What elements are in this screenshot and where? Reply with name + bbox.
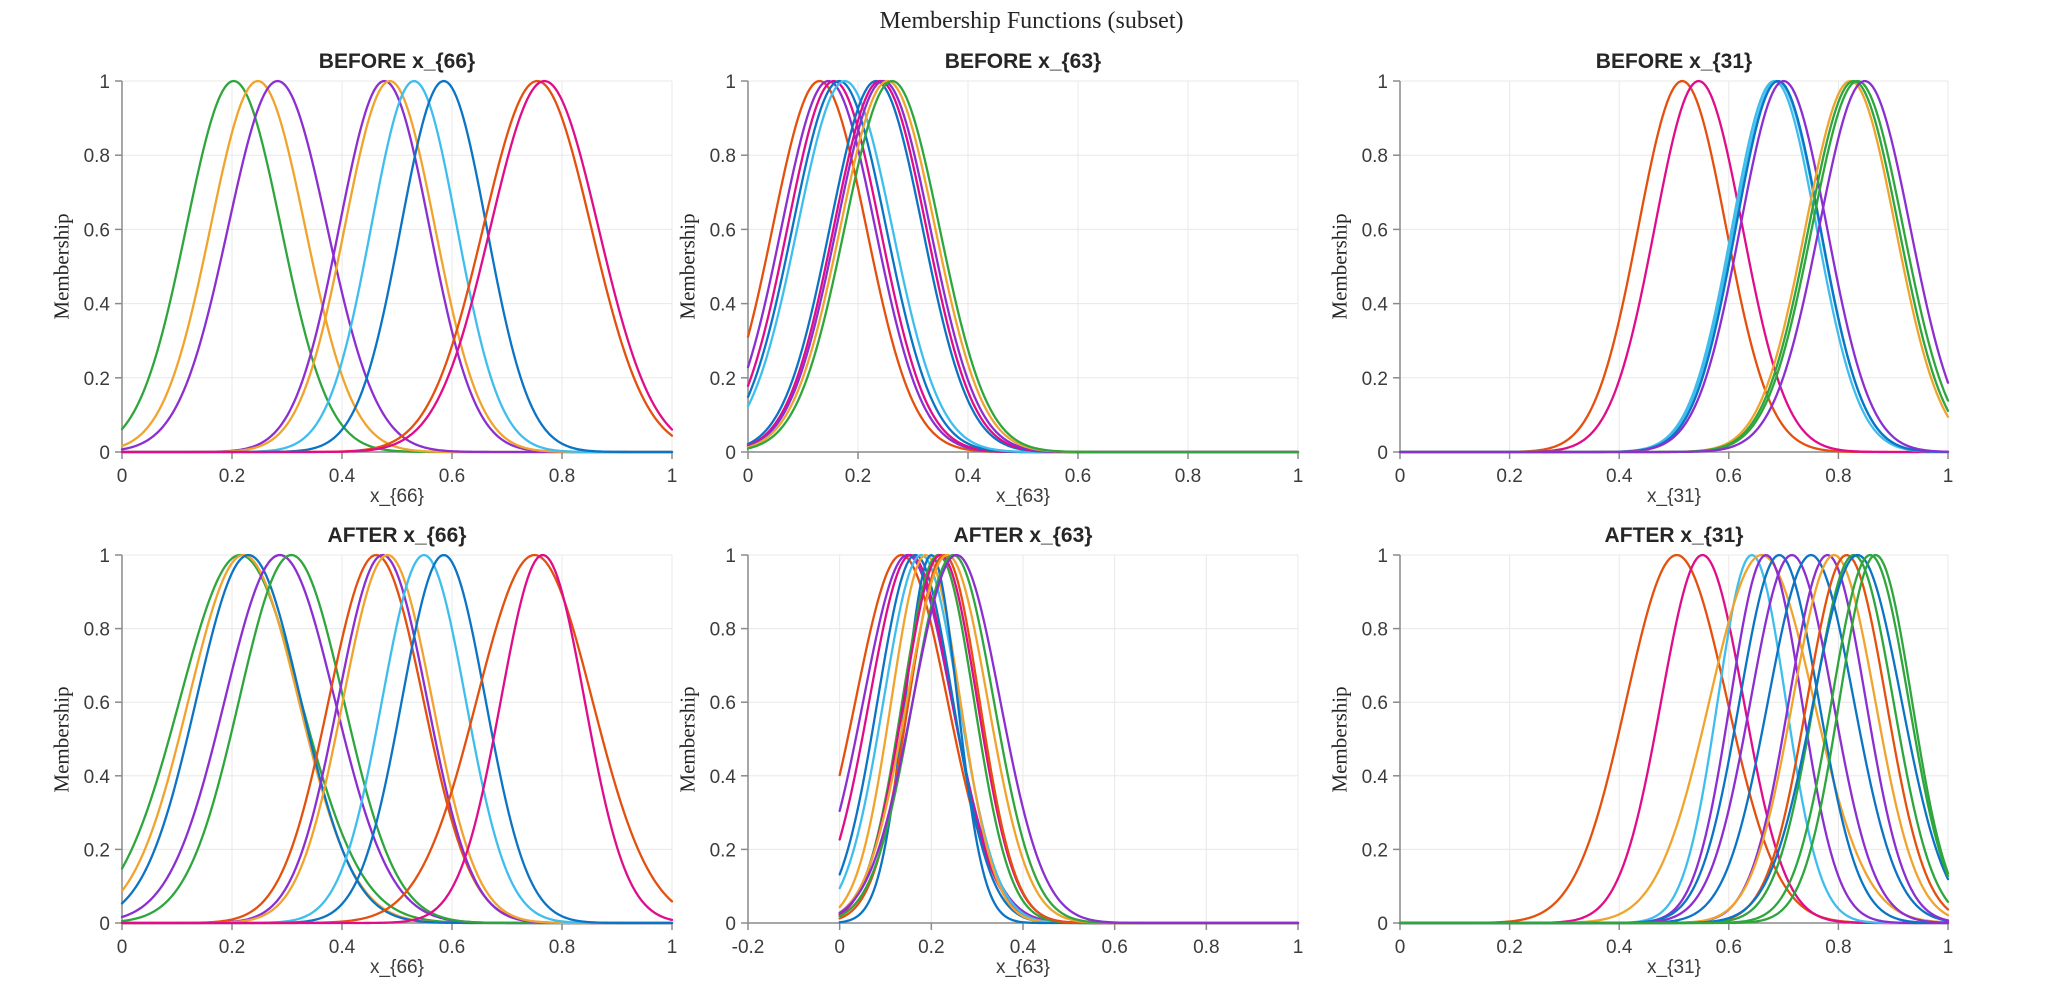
svg-text:0.2: 0.2 (710, 369, 736, 390)
subplot-after-x31: AFTER x_{31} Membership 0 0.2 0.4 0.6 0.8 1 0 0… (1328, 524, 1954, 978)
subplot-title: BEFORE x_{66} (318, 50, 476, 73)
svg-text:0.8: 0.8 (1825, 466, 1851, 487)
svg-text:0.4: 0.4 (955, 466, 982, 487)
svg-text:0.8: 0.8 (710, 146, 736, 167)
svg-text:0.2: 0.2 (1496, 466, 1522, 487)
svg-text:1: 1 (667, 937, 678, 958)
svg-text:1: 1 (1943, 937, 1954, 958)
svg-text:0: 0 (834, 937, 845, 958)
subplot-title: AFTER x_{63} (953, 524, 1093, 547)
svg-text:0.6: 0.6 (439, 937, 465, 958)
svg-text:0.6: 0.6 (84, 220, 110, 241)
svg-text:0.2: 0.2 (1496, 937, 1522, 958)
svg-text:0.2: 0.2 (219, 937, 245, 958)
svg-text:0.4: 0.4 (1606, 937, 1633, 958)
svg-text:0.8: 0.8 (1193, 937, 1219, 958)
svg-text:0.2: 0.2 (84, 369, 110, 390)
svg-text:0.4: 0.4 (84, 295, 111, 316)
plot-canvas: 0 0.2 0.4 0.6 0.8 1 0 0.2 0.4 0.6 0.8 1 (84, 546, 678, 958)
subplot-before-x63: BEFORE x_{63} Membership 0 0.2 0.4 0.6 0.8 1 0… (676, 50, 1304, 507)
svg-text:0.8: 0.8 (1175, 466, 1201, 487)
subplot-after-x63: AFTER x_{63} Membership -0.2 0 0.2 0.4 0.6 0.… (676, 524, 1304, 978)
x-axis-label: x_{66} (370, 486, 424, 507)
svg-text:0.4: 0.4 (1362, 295, 1389, 316)
svg-text:1: 1 (99, 72, 110, 93)
svg-text:0.4: 0.4 (84, 767, 111, 788)
svg-text:0.4: 0.4 (329, 937, 356, 958)
x-axis-label: x_{66} (370, 957, 424, 978)
svg-text:0.8: 0.8 (1825, 937, 1851, 958)
svg-text:0.2: 0.2 (710, 840, 736, 861)
svg-text:0.6: 0.6 (1716, 466, 1742, 487)
svg-text:0.8: 0.8 (84, 620, 110, 641)
svg-text:0.6: 0.6 (1716, 937, 1742, 958)
svg-text:0.2: 0.2 (918, 937, 944, 958)
svg-text:1: 1 (725, 546, 736, 567)
svg-text:1: 1 (1293, 466, 1304, 487)
svg-text:0.4: 0.4 (710, 767, 737, 788)
svg-text:0: 0 (1377, 443, 1388, 464)
svg-text:0.2: 0.2 (1362, 840, 1388, 861)
svg-text:0: 0 (743, 466, 754, 487)
subplot-before-x31: BEFORE x_{31} Membership 0 0.2 0.4 0.6 0.8 1 0… (1328, 50, 1954, 507)
svg-text:0.4: 0.4 (1010, 937, 1037, 958)
subplot-title: AFTER x_{66} (327, 524, 467, 547)
svg-text:1: 1 (99, 546, 110, 567)
x-axis-label: x_{31} (1647, 486, 1701, 507)
svg-text:0.6: 0.6 (1362, 220, 1388, 241)
svg-text:0.8: 0.8 (1362, 620, 1388, 641)
svg-text:1: 1 (1377, 72, 1388, 93)
svg-text:-0.2: -0.2 (732, 937, 765, 958)
plot-canvas: -0.2 0 0.2 0.4 0.6 0.8 100.20.40.60.81 (710, 546, 1304, 958)
svg-text:0.2: 0.2 (1362, 369, 1388, 390)
svg-text:0: 0 (1395, 937, 1406, 958)
subplot-title: AFTER x_{31} (1604, 524, 1744, 547)
subplot-before-x66: BEFORE x_{66} Membership 0 0.2 0.4 0.6 0.8 1 0… (50, 50, 678, 507)
subplot-title: BEFORE x_{63} (944, 50, 1102, 73)
x-axis-label: x_{63} (996, 486, 1050, 507)
svg-text:0.8: 0.8 (84, 146, 110, 167)
x-axis-label: x_{63} (996, 957, 1050, 978)
svg-text:1: 1 (1943, 466, 1954, 487)
svg-text:1: 1 (1377, 546, 1388, 567)
subplot-after-x66: AFTER x_{66} Membership 0 0.2 0.4 0.6 0.8 1 0 0… (50, 524, 678, 978)
svg-text:0: 0 (117, 466, 128, 487)
svg-text:0.4: 0.4 (1362, 767, 1389, 788)
svg-text:1: 1 (667, 466, 678, 487)
svg-text:0.6: 0.6 (1101, 937, 1127, 958)
svg-text:0.6: 0.6 (84, 693, 110, 714)
svg-text:0.6: 0.6 (1362, 693, 1388, 714)
svg-text:0.6: 0.6 (439, 466, 465, 487)
svg-text:0.8: 0.8 (710, 620, 736, 641)
svg-text:0.2: 0.2 (84, 840, 110, 861)
svg-text:0: 0 (99, 914, 110, 935)
svg-text:0.2: 0.2 (845, 466, 871, 487)
plot-canvas: 0 0.2 0.4 0.6 0.8 1 0 0.2 0.4 0.6 0.8 1 (1362, 72, 1954, 487)
plot-canvas: 0 0.2 0.4 0.6 0.8 1 0 0.2 0.4 0.6 0.8 1 (1362, 546, 1954, 958)
svg-text:0: 0 (725, 914, 736, 935)
figure-title: Membership Functions (subset) (879, 8, 1184, 34)
plot-canvas: 0 0.2 0.4 0.6 0.8 1 0 0.2 0.4 0.6 0.8 1 (84, 72, 678, 487)
subplot-title: BEFORE x_{31} (1595, 50, 1753, 73)
svg-text:0: 0 (725, 443, 736, 464)
svg-text:0.4: 0.4 (329, 466, 356, 487)
svg-text:1: 1 (1293, 937, 1304, 958)
plot-canvas: 0 0.2 0.4 0.6 0.8 1 0 0.2 0.4 0.6 0.8 1 (710, 72, 1304, 487)
svg-text:0: 0 (1395, 466, 1406, 487)
svg-text:0.2: 0.2 (219, 466, 245, 487)
svg-text:1: 1 (725, 72, 736, 93)
svg-text:0.6: 0.6 (710, 220, 736, 241)
svg-text:0: 0 (99, 443, 110, 464)
svg-text:0.6: 0.6 (1065, 466, 1091, 487)
svg-text:0.8: 0.8 (549, 466, 575, 487)
svg-text:0.8: 0.8 (1362, 146, 1388, 167)
svg-text:0.8: 0.8 (549, 937, 575, 958)
svg-text:0: 0 (117, 937, 128, 958)
svg-text:0.4: 0.4 (710, 295, 737, 316)
svg-text:0.4: 0.4 (1606, 466, 1633, 487)
svg-text:0: 0 (1377, 914, 1388, 935)
x-axis-label: x_{31} (1647, 957, 1701, 978)
svg-text:0.6: 0.6 (710, 693, 736, 714)
